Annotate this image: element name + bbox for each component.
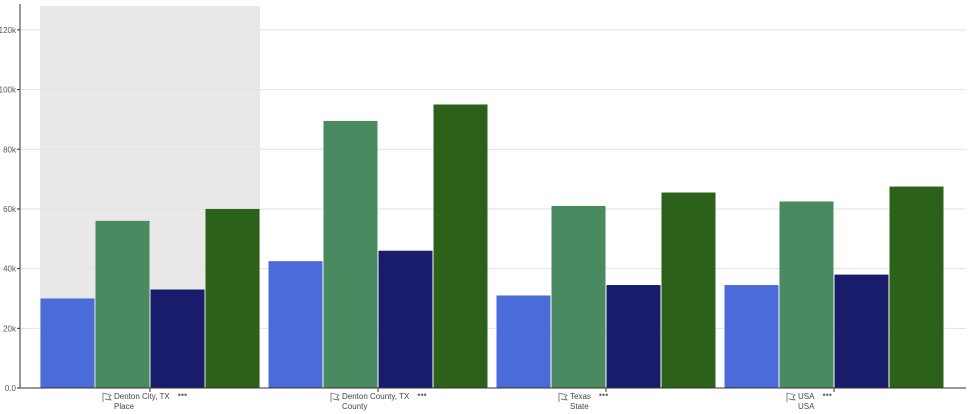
more-options-icon[interactable]: ••• [417,390,426,400]
category-level-label: USA [798,402,815,411]
map-flag-icon[interactable] [330,392,340,402]
bar[interactable] [496,295,551,388]
category-label: Denton City, TX [114,392,170,401]
axes: 0.0 20k 40k 60k 80k 100k 120k [0,4,966,393]
bar[interactable] [834,274,889,388]
bar[interactable] [323,120,378,388]
bar[interactable] [433,104,488,388]
bar[interactable] [661,192,716,388]
y-tick-label: 40k [3,265,17,274]
y-tick-label: 100k [0,86,17,95]
y-tick-label: 0.0 [5,384,17,393]
more-options-icon[interactable]: ••• [822,390,831,400]
category-label: Texas [570,392,591,401]
bar[interactable] [150,289,205,388]
y-tick-label: 60k [3,205,17,214]
y-tick-label: 80k [3,145,17,154]
more-options-icon[interactable]: ••• [599,390,608,400]
category-level-label: County [342,402,367,411]
bar[interactable] [606,285,661,388]
bar[interactable] [551,205,606,388]
category-level-label: Place [114,402,135,411]
category-label: USA [798,392,815,401]
category-label: Denton County, TX [342,392,410,401]
category-level-label: State [570,402,589,411]
bars [40,104,944,388]
bar[interactable] [40,298,95,388]
bar[interactable] [779,201,834,388]
map-flag-icon[interactable] [786,392,796,402]
bar[interactable] [95,220,150,388]
bar[interactable] [724,285,779,388]
y-tick-label: 20k [3,324,17,333]
map-flag-icon[interactable] [558,392,568,402]
bar[interactable] [205,208,260,388]
bar[interactable] [889,186,944,388]
bar[interactable] [268,261,323,388]
bar[interactable] [378,250,433,388]
map-flag-icon[interactable] [102,392,112,402]
more-options-icon[interactable]: ••• [178,390,187,400]
y-tick-label: 120k [0,26,17,35]
